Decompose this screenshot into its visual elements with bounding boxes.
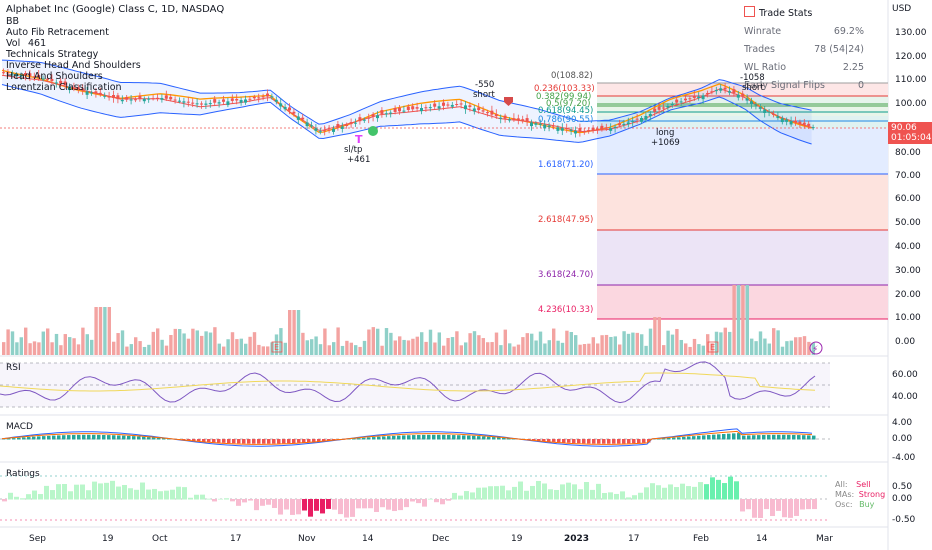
symbol-title[interactable]: Alphabet Inc (Google) Class C, 1D, NASDA… [6,4,225,15]
trade-label: -550 [475,80,495,90]
price-tick: 50.00 [895,218,921,228]
fib-05: 0.5(97.20) [546,99,591,109]
fib-4236: 4.236(10.33) [538,305,594,315]
time-tick: Sep [29,534,46,544]
time-tick: 14 [362,534,374,544]
trade-label: -1058 [740,73,765,83]
earnings-icon[interactable]: E [710,343,715,352]
rsi-tick: 40.00 [892,392,918,402]
split-event-icon[interactable] [809,341,823,355]
indicator-autofib[interactable]: Auto Fib Retracement [6,27,109,38]
trade-label: +461 [347,155,371,165]
macd-tick: 4.00 [892,418,913,428]
last-price: 90.06 [891,123,917,133]
last-price-tag[interactable]: 90.06 01:05:04 [888,122,932,144]
stat-value: 78 (54|24) [814,44,864,55]
fib-1618: 1.618(71.20) [538,160,594,170]
chart-icon [744,6,755,17]
trade-label: short [742,83,764,93]
stat-label: Winrate [744,26,782,37]
stat-value: 2.25 [842,62,864,73]
price-tick: 20.00 [895,290,921,300]
trade-label: +1069 [651,138,680,148]
rsi-title[interactable]: RSI [6,363,21,373]
ratings-tick: 0.50 [892,482,913,492]
macd-tick: -4.00 [892,453,916,463]
time-tick: 17 [628,534,640,544]
price-tick: 130.00 [895,28,927,38]
price-tick: 120.00 [895,52,927,62]
stat-label: WL Ratio [744,62,787,73]
buy-signal-icon [368,126,378,136]
indicator-vol[interactable]: Vol [6,38,21,49]
sell-signal-icon [504,97,513,106]
fib-3618: 3.618(24.70) [538,270,594,280]
indicator-hs[interactable]: Head And Shoulders [6,71,103,82]
macd-title[interactable]: MACD [6,422,33,432]
trade-label: long [656,128,675,138]
fib-0: 0(108.82) [551,71,593,81]
stat-label: Trades [744,44,775,55]
price-tick: 10.00 [895,313,921,323]
bar-countdown: 01:05:04 [891,133,932,143]
trade-label: short [473,90,495,100]
macd-tick: 0.00 [892,434,913,444]
fib-0382: 0.382(99.94) [536,92,592,102]
fib-0618: 0.618(94.45) [538,106,594,116]
price-tick: 100.00 [895,99,927,109]
time-tick: 17 [230,534,242,544]
time-tick: Dec [432,534,450,544]
price-tick: 80.00 [895,148,921,158]
lightning-icon: ⚡ [812,345,818,355]
trade-stats-title: Trade Stats [759,8,813,19]
stat-value: 0 [857,80,864,91]
fib-2618: 2.618(47.95) [538,215,594,225]
ratings-legend: All: Sell MAs: Strong Osc: Buy [835,480,886,509]
time-tick: Mar [816,534,833,544]
stat-value: 69.2% [833,26,864,37]
stat-label: Early Signal Flips [744,80,825,91]
indicator-lorentzian[interactable]: Lorentzian Classification [6,82,122,93]
indicator-technicals[interactable]: Technicals Strategy [6,49,99,60]
price-tick: 110.00 [895,75,927,85]
indicator-bb[interactable]: BB [6,16,20,27]
trade-label: sl/tp [344,145,363,155]
rsi-tick: 60.00 [892,370,918,380]
fib-0236: 0.236(103.33) [534,84,595,94]
time-tick: Nov [298,534,316,544]
time-tick: Feb [693,534,709,544]
price-tick: 30.00 [895,266,921,276]
ratings-title[interactable]: Ratings [6,469,40,479]
price-tick: 70.00 [895,171,921,181]
time-tick: Oct [152,534,168,544]
time-tick: 14 [756,534,768,544]
earnings-icon[interactable]: E [274,343,279,352]
time-tick: 19 [511,534,523,544]
ratings-tick: 0.00 [892,494,913,504]
currency-label: USD [892,4,912,14]
vol-overlay-value: 461 [28,38,47,49]
price-tick: 0.00 [895,337,916,347]
trade-stats-table: Trade Stats Winrate 69.2% Trades 78 (54|24… [744,5,864,95]
fib-0786: 0.786(90.55) [538,115,594,125]
indicator-inv-hs[interactable]: Inverse Head And Shoulders [6,60,141,71]
time-tick: 19 [102,534,114,544]
ratings-tick: -0.50 [892,515,916,525]
price-tick: 60.00 [895,194,921,204]
tp-marker-icon: T [355,133,363,146]
time-tick: 2023 [564,534,590,544]
price-tick: 40.00 [895,242,921,252]
